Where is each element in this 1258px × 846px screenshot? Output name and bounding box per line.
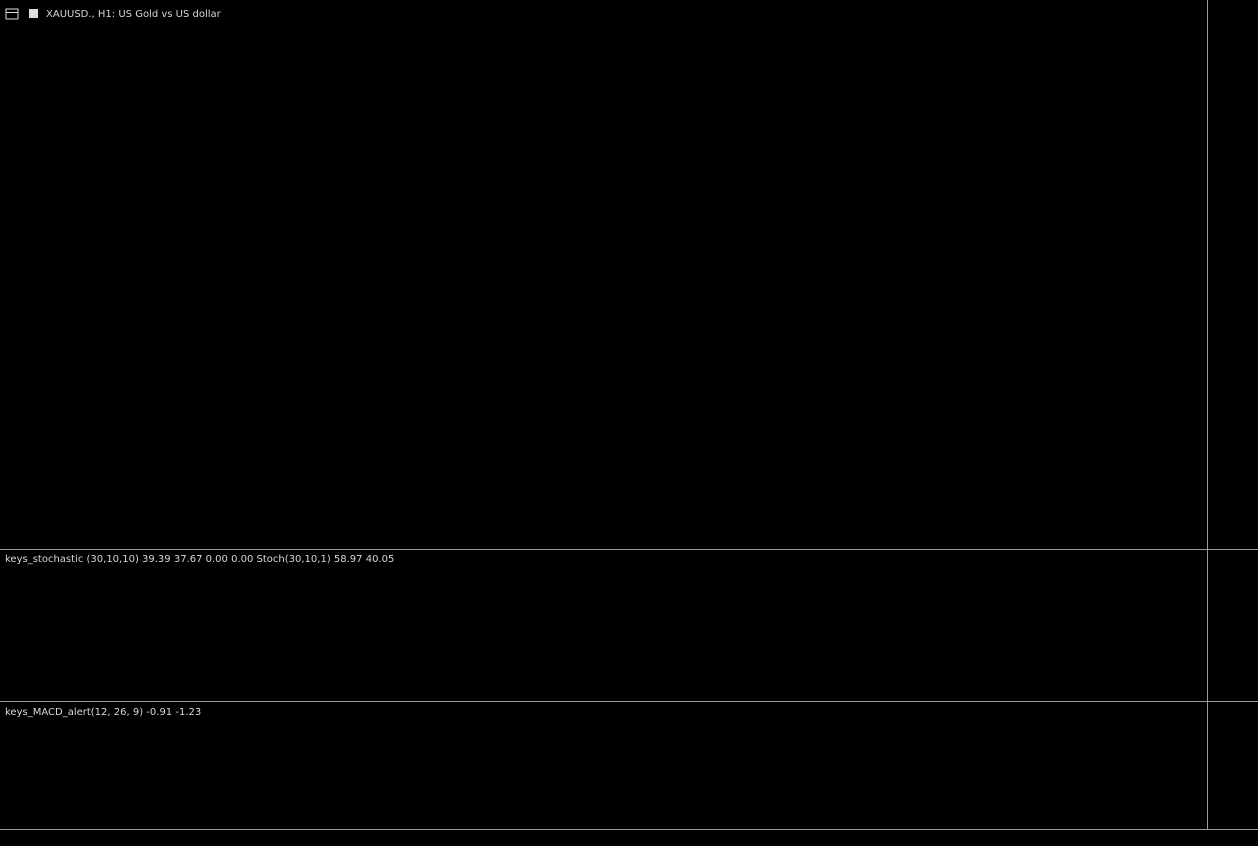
symbol-icon: [5, 8, 38, 20]
panel-title: keys_stochastic (30,10,10) 39.39 37.67 0…: [5, 554, 394, 565]
chart-title: XAUUSD., H1: US Gold vs US dollar: [46, 9, 222, 20]
icon-flag: [29, 9, 38, 18]
panel-title: keys_MACD_alert(12, 26, 9) -0.91 -1.23: [5, 707, 201, 718]
icon-frame: [5, 8, 19, 20]
